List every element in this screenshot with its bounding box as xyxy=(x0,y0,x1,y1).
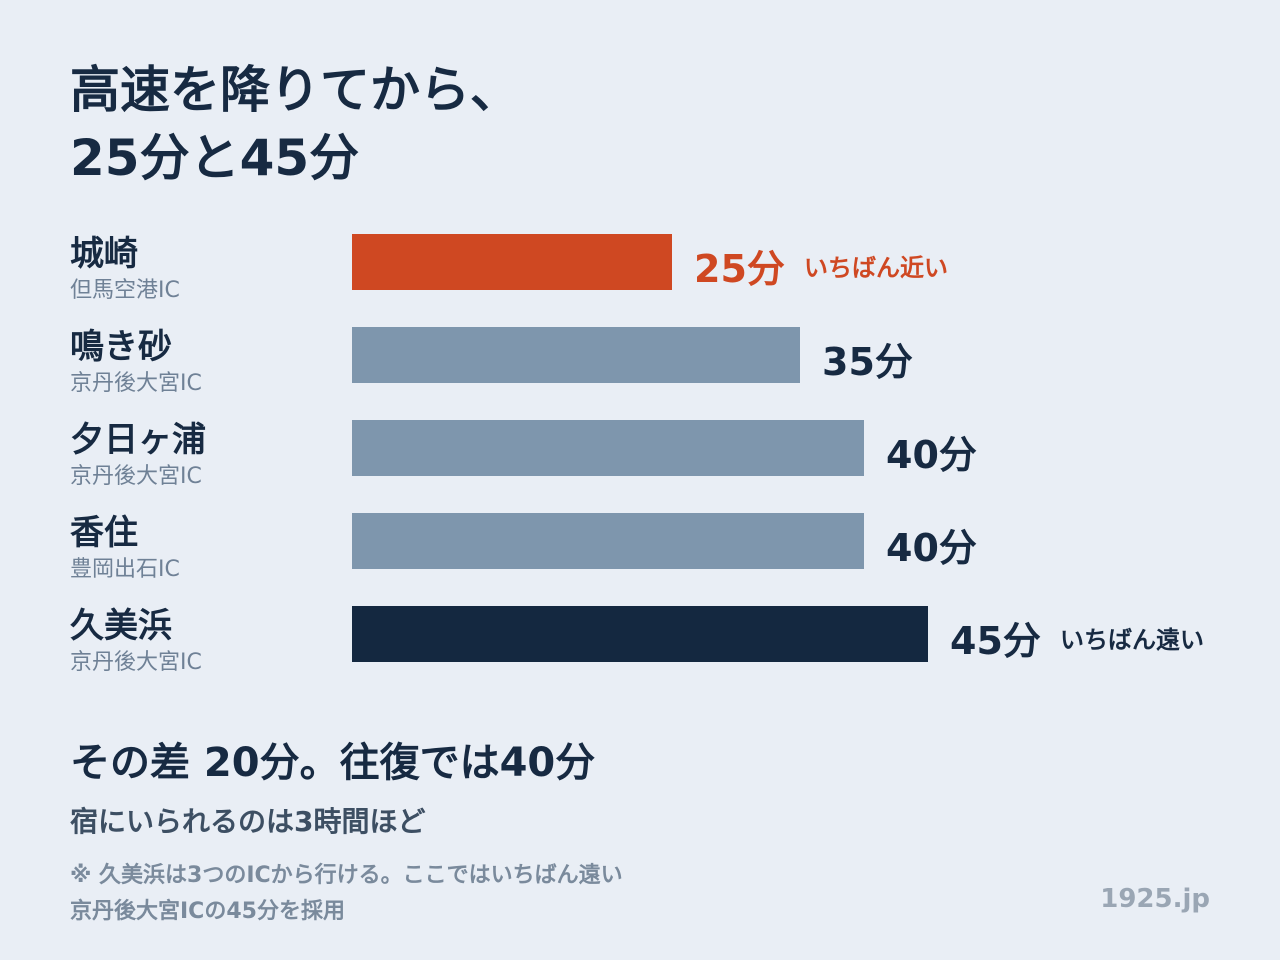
footnote-line-1: ※ 久美浜は3つのICから行ける。ここではいちばん遠い xyxy=(70,863,623,888)
footnote: ※ 久美浜は3つのICから行ける。ここではいちばん遠い 京丹後大宮ICの45分を… xyxy=(70,858,623,930)
bar-row: 鳴き砂京丹後大宮IC 35分 xyxy=(0,327,1280,407)
category-label: 久美浜 xyxy=(70,606,172,646)
category-label: 城崎 xyxy=(70,234,138,274)
category-label: 夕日ヶ浦 xyxy=(70,420,206,460)
bar-note: いちばん遠い xyxy=(1060,626,1204,654)
bar-value-label: 40分 xyxy=(886,526,977,570)
interchange-label: 京丹後大宮IC xyxy=(70,371,202,396)
bar-value-label: 40分 xyxy=(886,433,977,477)
bar xyxy=(352,234,672,290)
bar-row: 夕日ヶ浦京丹後大宮IC 40分 xyxy=(0,420,1280,500)
site-name: 1925.jp xyxy=(1100,884,1210,914)
bar-value-label: 45分 xyxy=(950,619,1041,663)
title-line-2: 25分と45分 xyxy=(70,129,360,187)
title-line-1: 高速を降りてから、 xyxy=(70,61,520,119)
bar xyxy=(352,606,928,662)
footnote-line-2: 京丹後大宮ICの45分を採用 xyxy=(70,899,345,924)
bar xyxy=(352,420,864,476)
interchange-label: 京丹後大宮IC xyxy=(70,650,202,675)
interchange-label: 但馬空港IC xyxy=(70,278,180,303)
interchange-label: 京丹後大宮IC xyxy=(70,464,202,489)
bar-value-label: 25分 xyxy=(694,247,785,291)
bar-row: 香住豊岡出石IC 40分 xyxy=(0,513,1280,593)
bar xyxy=(352,327,800,383)
category-label: 鳴き砂 xyxy=(70,327,172,367)
interchange-label: 豊岡出石IC xyxy=(70,557,180,582)
page-title: 高速を降りてから、 25分と45分 xyxy=(70,56,770,192)
difference-headline: その差 20分。往復では40分 xyxy=(70,740,596,786)
category-label: 香住 xyxy=(70,513,138,553)
bar-value-label: 35分 xyxy=(822,340,913,384)
bar-note: いちばん近い xyxy=(804,254,948,282)
bar-row: 久美浜京丹後大宮IC 45分 いちばん遠い xyxy=(0,606,1280,686)
bar-row: 城崎但馬空港IC 25分 いちばん近い xyxy=(0,234,1280,314)
bar xyxy=(352,513,864,569)
difference-subtext: 宿にいられるのは3時間ほど xyxy=(70,805,426,838)
